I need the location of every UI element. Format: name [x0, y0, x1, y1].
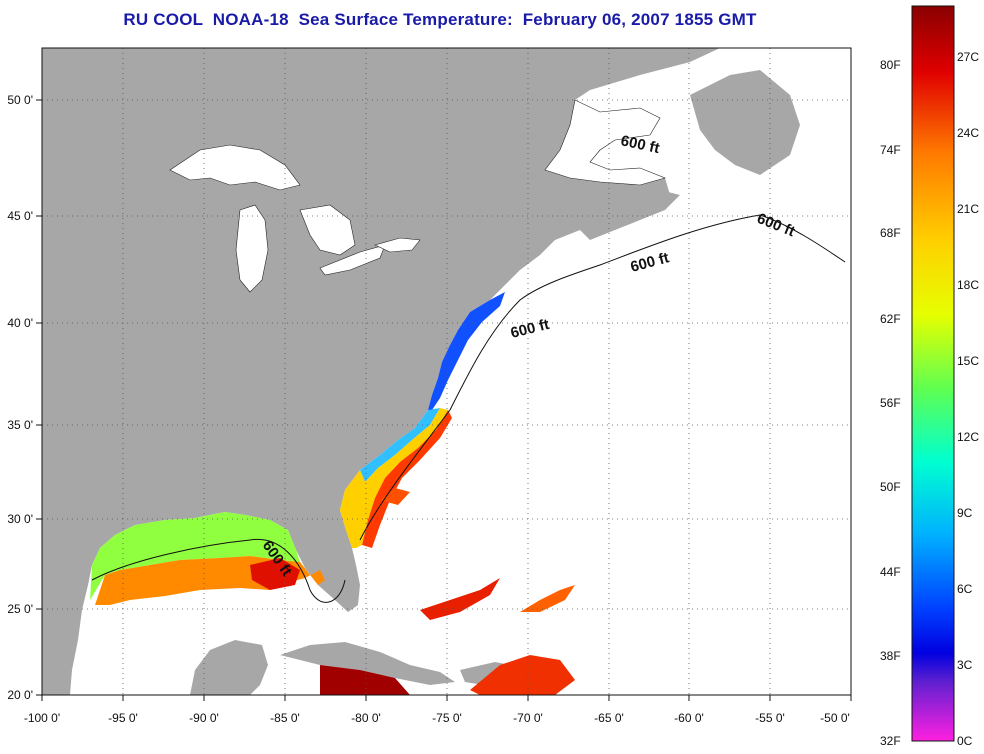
sst-swath-coastal-cyan — [360, 408, 440, 482]
colorbar-c-label: 6C — [957, 582, 973, 596]
colorbar-f-label: 50F — [880, 480, 901, 494]
lat-label: 35 0' — [7, 418, 33, 432]
lon-label: -95 0' — [108, 711, 138, 725]
lon-label: -90 0' — [189, 711, 219, 725]
lat-label: 25 0' — [7, 602, 33, 616]
north-america-land — [42, 48, 720, 695]
lon-label: -80 0' — [351, 711, 381, 725]
colorbar-c-label: 12C — [957, 430, 980, 444]
sst-swath-mid-atlantic — [428, 292, 505, 410]
colorbar-c-label: 24C — [957, 126, 980, 140]
sst-swath-gulf-stream — [362, 410, 452, 548]
lake-michigan — [235, 204, 269, 293]
lon-label: -65 0' — [594, 711, 624, 725]
lat-label: 40 0' — [7, 316, 33, 330]
colorbar-c-label: 18C — [957, 278, 980, 292]
sst-patch-bahamas — [420, 578, 500, 620]
colorbar-f-label: 32F — [880, 734, 901, 748]
latitude-labels: 50 0' 45 0' 40 0' 35 0' 30 0' 25 0' 20 0… — [7, 93, 33, 702]
colorbar-c-label: 15C — [957, 354, 980, 368]
colorbar-c-label: 21C — [957, 202, 980, 216]
sst-patch-atlantic-east — [520, 585, 575, 612]
lat-label: 45 0' — [7, 209, 33, 223]
sst-swath-gulf-of-mexico-north — [90, 512, 300, 600]
colorbar-f-label: 68F — [880, 226, 901, 240]
colorbar-c-label: 0C — [957, 734, 973, 748]
nova-scotia-land — [575, 190, 680, 240]
lon-label: -60 0' — [674, 711, 704, 725]
colorbar-f-label: 62F — [880, 312, 901, 326]
sst-patch-offshore — [380, 488, 410, 505]
yucatan-land — [190, 640, 268, 695]
lon-label: -55 0' — [755, 711, 785, 725]
newfoundland-land — [690, 70, 800, 175]
sst-warm-core-gulf — [250, 558, 300, 590]
sst-patch-caribbean — [320, 665, 410, 695]
colorbar-f-label: 44F — [880, 565, 901, 579]
colorbar-c-label: 27C — [957, 50, 980, 64]
lon-label: -100 0' — [24, 711, 60, 725]
lat-label: 20 0' — [7, 688, 33, 702]
longitude-labels: -100 0' -95 0' -90 0' -85 0' -80 0' -75 … — [24, 711, 850, 725]
lon-label: -50 0' — [820, 711, 850, 725]
lake-superior — [169, 144, 301, 191]
sst-swath-southeast-gradient — [340, 408, 448, 548]
colorbar-f-label: 38F — [880, 649, 901, 663]
sst-patch-atlantic-south — [470, 655, 575, 695]
lon-label: -85 0' — [270, 711, 300, 725]
isobath-600ft-line — [91, 214, 846, 603]
lake-erie — [319, 244, 386, 276]
colorbar-f-label: 80F — [880, 58, 901, 72]
lake-ontario — [374, 237, 421, 253]
colorbar-c-label: 3C — [957, 658, 973, 672]
colorbar-gradient — [911, 5, 955, 742]
colorbar-f-label: 56F — [880, 396, 901, 410]
map-title: RU COOL NOAA-18 Sea Surface Temperature:… — [123, 10, 757, 29]
lat-label: 50 0' — [7, 93, 33, 107]
axis-ticks — [36, 99, 852, 701]
lat-label: 30 0' — [7, 512, 33, 526]
cuba-land — [280, 642, 455, 685]
lake-huron — [299, 204, 356, 256]
gulf-of-st-lawrence — [544, 99, 666, 186]
colorbar-c-label: 9C — [957, 506, 973, 520]
colorbar-f-label: 74F — [880, 143, 901, 157]
lon-label: -70 0' — [513, 711, 543, 725]
map-content — [42, 48, 851, 695]
lon-label: -75 0' — [432, 711, 462, 725]
